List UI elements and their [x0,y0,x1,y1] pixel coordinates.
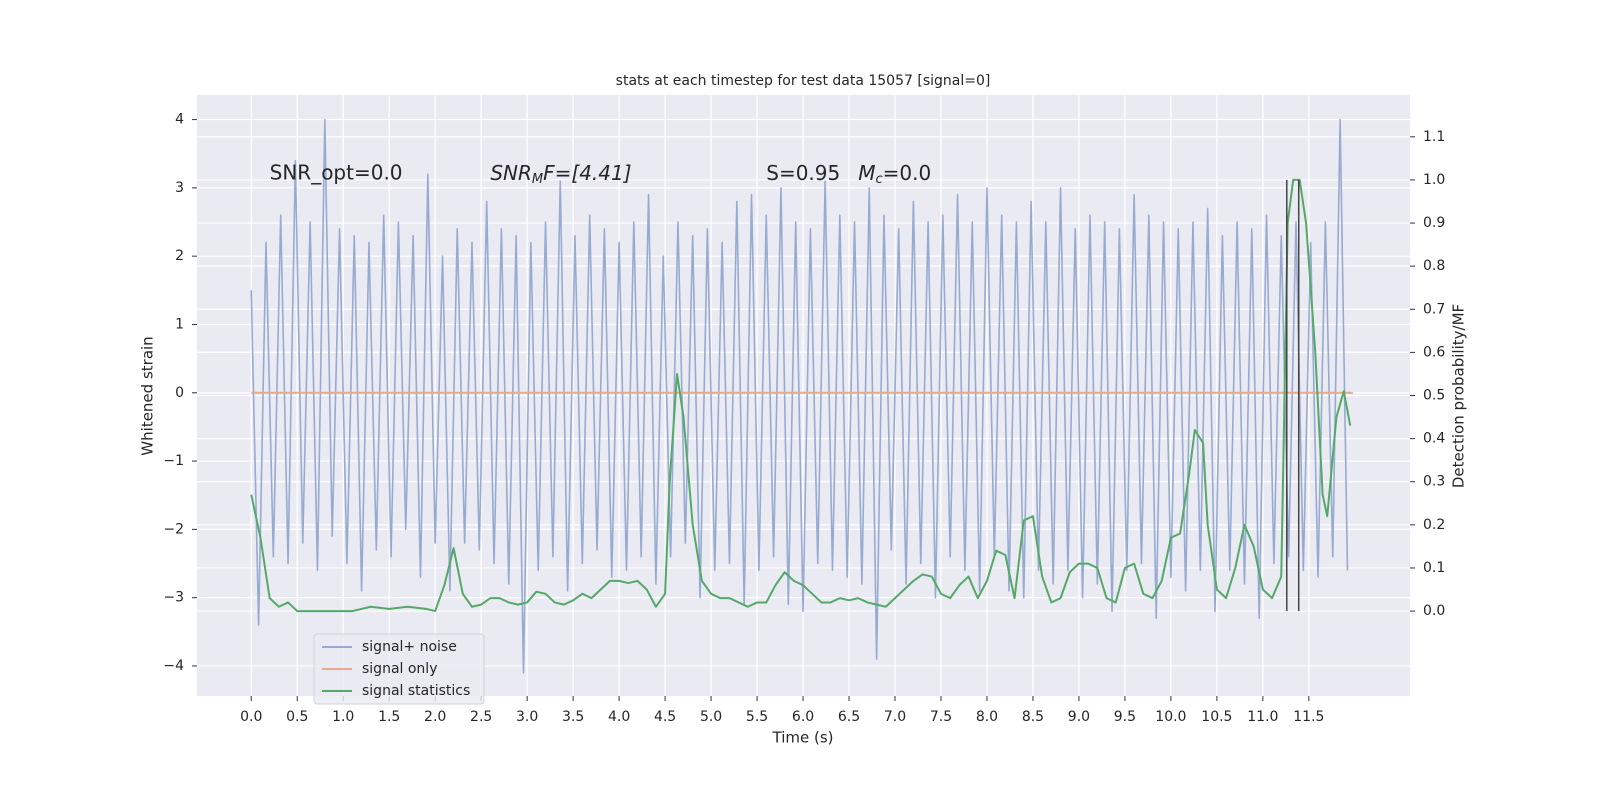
x-tick-label: 4.5 [654,709,676,725]
legend-label: signal only [362,661,437,677]
legend-label: signal statistics [362,683,470,699]
y-tick-label: 0 [175,385,184,401]
y-axis-label: Whitened strain [139,336,157,455]
annotation: S=0.95 [766,161,840,185]
annotation: SNR_opt=0.0 [270,161,403,185]
y-tick-label: 2 [175,248,184,264]
annotation-part: S=0.95 [766,161,840,185]
x-tick-label: 0.0 [240,709,262,725]
y2-tick-label: 0.3 [1423,474,1445,490]
y2-tick-label: 0.2 [1423,517,1445,533]
annotation-part: F=[4.41] [543,161,631,185]
x-tick-label: 7.0 [884,709,906,725]
annotations: SNR_opt=0.0 SNRMF=[4.41] S=0.95 Mc=0.0 [270,161,932,187]
y-tick-label: −2 [163,521,184,537]
x-tick-label: 2.5 [470,709,492,725]
annotation-part: SNR [490,161,532,185]
series-line [250,178,1352,613]
x-tick-label: 3.5 [562,709,584,725]
y2-tick-label: 0.4 [1423,431,1445,447]
y-tick-label: 1 [175,316,184,332]
x-tick-label: 6.5 [838,709,860,725]
y-tick-label: −1 [163,453,184,469]
y-tick-label: 4 [175,112,184,128]
x-tick-label: 10.0 [1155,709,1186,725]
y2-tick-label: 1.0 [1423,172,1445,188]
chart-title: stats at each timestep for test data 150… [616,73,991,89]
legend-label: signal+ noise [362,639,457,655]
x-tick-label: 8.0 [976,709,998,725]
x-tick-label: 1.0 [332,709,354,725]
marks [250,118,1353,674]
x-tick-label: 5.5 [746,709,768,725]
x-tick-label: 6.0 [792,709,814,725]
y2-tick-label: 0.5 [1423,388,1445,404]
legend: signal+ noise signal only signal statistic… [313,633,485,705]
x-tick-label: 11.5 [1293,709,1324,725]
annotation-sub: c [875,172,882,187]
y2-tick-label: 0.9 [1423,215,1445,231]
y2-tick-label: 0.7 [1423,301,1445,317]
annotation: SNRMF=[4.41] [490,161,631,187]
x-tick-label: 10.5 [1201,709,1232,725]
annotation-sub: M [532,172,543,187]
x-tick-label: 7.5 [930,709,952,725]
x-tick-label: 3.0 [516,709,538,725]
x-tick-label: 11.0 [1247,709,1278,725]
series-line [250,118,1349,674]
x-tick-label: 5.0 [700,709,722,725]
x-tick-label: 0.5 [286,709,308,725]
x-tick-label: 2.0 [424,709,446,725]
x-tick-label: 8.5 [1022,709,1044,725]
annotation: Mc=0.0 [858,161,931,187]
y-tick-label: 3 [175,180,184,196]
y-tick-label: −3 [163,590,184,606]
x-axis-label: Time (s) [772,729,834,747]
y2-tick-label: 0.6 [1423,344,1445,360]
x-tick-label: 4.0 [608,709,630,725]
grid [192,95,1415,701]
x-tick-label: 1.5 [378,709,400,725]
x-tick-label: 9.5 [1114,709,1136,725]
x-tick-label: 9.0 [1068,709,1090,725]
annotation-part: M [858,161,875,185]
y2-tick-label: 0.8 [1423,258,1445,274]
y2-tick-label: 0.0 [1423,603,1445,619]
y2-axis-label: Detection probability/MF [1450,304,1468,488]
y2-tick-label: 0.1 [1423,560,1445,576]
annotation-part: =0.0 [883,161,932,185]
legend-box [313,633,485,705]
y2-tick-label: 1.1 [1423,129,1445,145]
y-tick-label: −4 [163,658,184,674]
